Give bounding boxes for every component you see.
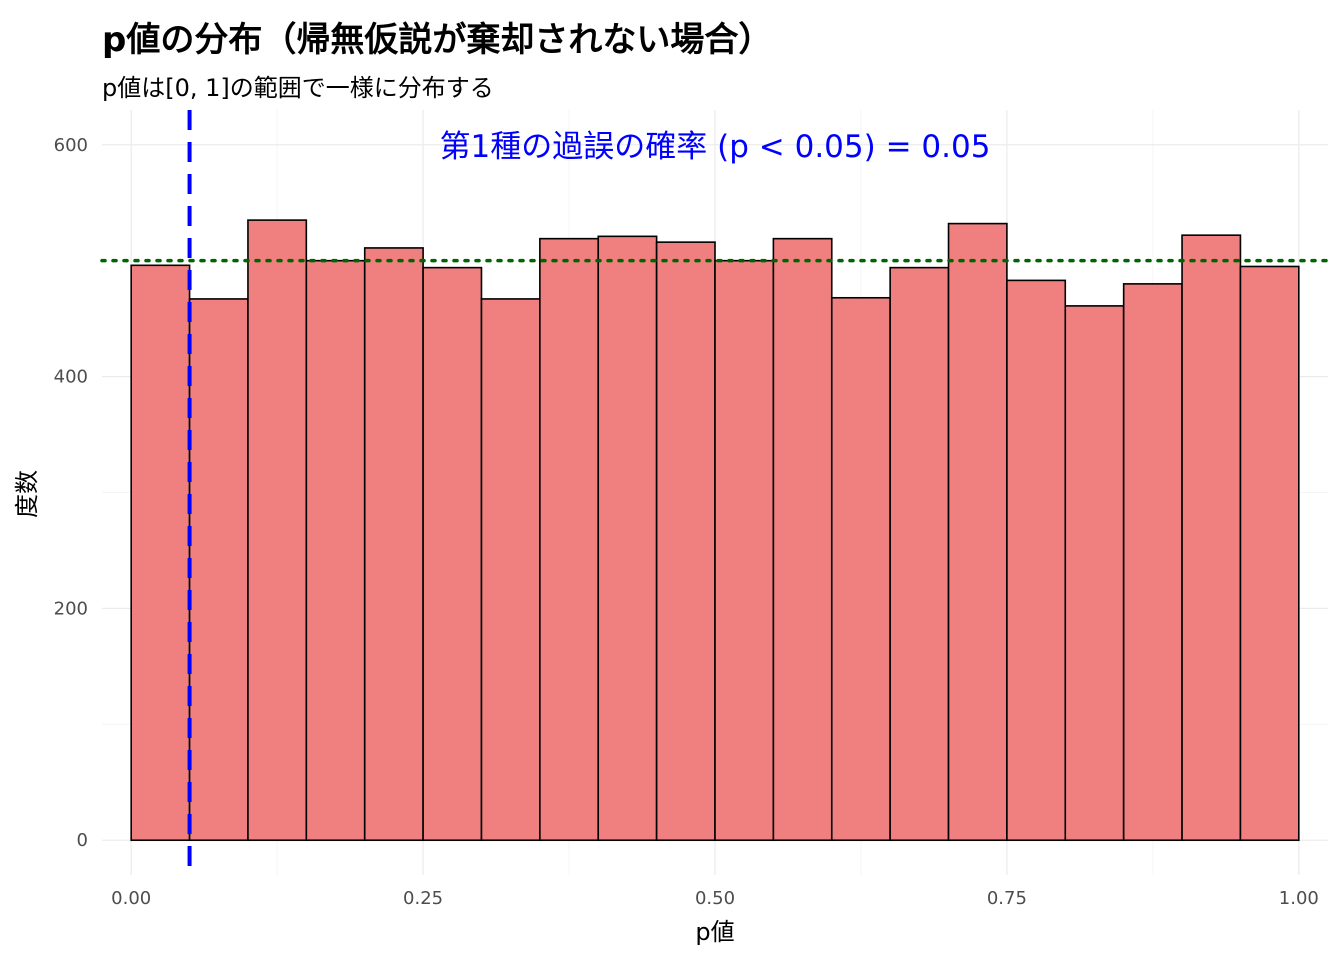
histogram-bar <box>597 235 658 842</box>
type-one-error-annotation: 第1種の過誤の確率 (p < 0.05) = 0.05 <box>440 129 991 165</box>
histogram-bar <box>363 247 424 842</box>
histogram-bar <box>1122 283 1183 842</box>
y-tick-label: 400 <box>54 367 88 388</box>
histogram-bar <box>889 266 950 842</box>
histogram-bar <box>1064 305 1125 842</box>
histogram-bars <box>130 219 1300 842</box>
reference-lines <box>100 110 1330 875</box>
y-tick-label: 200 <box>54 598 88 619</box>
x-tick-label: 0.00 <box>111 888 151 909</box>
histogram-bar <box>772 237 833 842</box>
histogram-bar <box>1239 265 1300 842</box>
histogram-bar <box>947 222 1008 842</box>
histogram-bar <box>714 259 775 842</box>
x-axis-ticks: 0.00 0.25 0.50 0.75 1.00 <box>111 888 1319 909</box>
x-tick-label: 0.75 <box>987 888 1027 909</box>
x-axis-title: p値 <box>695 918 734 946</box>
x-tick-label: 0.25 <box>403 888 443 909</box>
x-tick-label: 0.50 <box>695 888 735 909</box>
histogram-bar <box>655 241 716 842</box>
histogram-bar <box>422 266 483 842</box>
chart-subtitle: p値は[0, 1]の範囲で一様に分布する <box>102 74 494 102</box>
x-tick-label: 1.00 <box>1279 888 1319 909</box>
y-axis-title: 度数 <box>13 470 41 518</box>
histogram-bar <box>539 237 600 842</box>
y-tick-label: 600 <box>54 135 88 156</box>
histogram-bar <box>247 219 308 842</box>
histogram-bar <box>188 298 249 842</box>
histogram-bar <box>480 298 541 842</box>
histogram-bar <box>1181 234 1242 842</box>
y-axis-ticks: 0 200 400 600 <box>54 135 88 851</box>
histogram-bar <box>130 264 191 842</box>
histogram-bar <box>830 296 891 842</box>
histogram-bar <box>305 259 366 842</box>
histogram-bar <box>1006 279 1067 842</box>
y-tick-label: 0 <box>77 830 88 851</box>
chart-title: p値の分布（帰無仮説が棄却されない場合） <box>102 20 773 60</box>
